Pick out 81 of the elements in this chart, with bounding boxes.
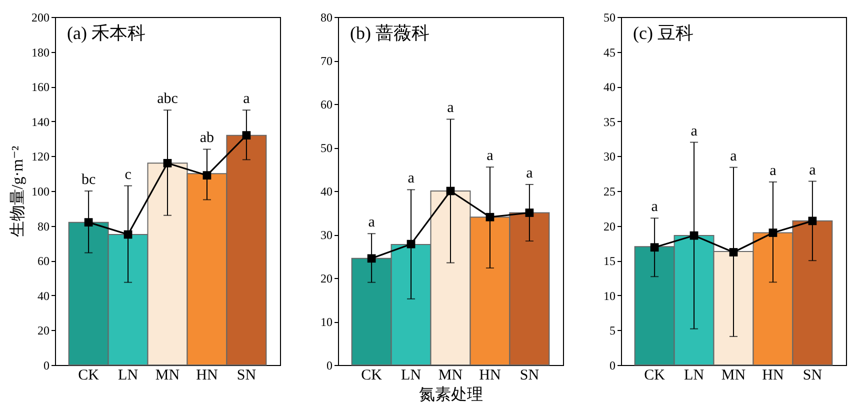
annotation: a: [243, 91, 250, 108]
y-tick-label: 160: [32, 80, 50, 94]
x-tick-label: SN: [802, 368, 822, 384]
y-tick-label: 20: [38, 324, 50, 338]
y-tick-label: 25: [604, 184, 616, 198]
y-tick-label: 80: [320, 10, 332, 24]
annotation: a: [690, 123, 698, 140]
x-tick-label: HN: [479, 368, 501, 384]
point: [446, 186, 455, 196]
y-tick-label: 15: [604, 254, 616, 268]
y-tick-label: 40: [320, 184, 332, 198]
y-tick-label: 40: [38, 288, 50, 303]
annotation: a: [809, 162, 816, 178]
x-tick-label: LN: [401, 368, 422, 384]
y-tick-label: 100: [32, 184, 50, 198]
annotation: a: [730, 148, 738, 164]
annotation: a: [447, 100, 454, 116]
point: [202, 171, 212, 180]
annotation: abc: [157, 91, 178, 108]
annotation: a: [408, 170, 415, 187]
y-tick-label: 10: [604, 288, 616, 303]
chart-title: (b) 蔷薇科: [350, 23, 430, 43]
y-tick-label: 180: [32, 45, 50, 60]
point: [650, 243, 659, 252]
y-tick-label: 0: [610, 358, 616, 372]
y-tick-label: 50: [320, 141, 332, 155]
point: [729, 248, 738, 256]
y-tick-label: 140: [32, 114, 50, 129]
y-axis-title: 生物量/g·m⁻²: [8, 146, 26, 238]
y-tick-label: 30: [604, 150, 616, 164]
annotation: a: [368, 214, 376, 231]
y-tick-label: 0: [44, 358, 50, 372]
x-tick-label: HN: [762, 368, 784, 384]
y-tick-label: 45: [604, 45, 616, 60]
point: [124, 230, 132, 239]
x-tick-label: MN: [438, 368, 463, 384]
x-tick-label: SN: [236, 368, 256, 384]
y-tick-label: 0: [326, 358, 332, 372]
y-tick-label: 40: [604, 80, 616, 94]
annotation: a: [526, 165, 534, 182]
y-tick-label: 120: [32, 150, 50, 164]
y-tick-label: 30: [320, 228, 332, 242]
annotation: bc: [81, 172, 96, 188]
y-tick-label: 60: [38, 254, 50, 268]
point: [690, 231, 698, 240]
y-tick-label: 35: [604, 114, 616, 129]
annotation: a: [486, 148, 494, 164]
x-tick-label: MN: [155, 368, 180, 384]
point: [406, 240, 416, 248]
point: [367, 254, 376, 263]
y-tick-label: 60: [320, 98, 332, 112]
annotation: c: [124, 166, 132, 183]
annotation: ab: [200, 130, 214, 146]
y-tick-label: 5: [610, 324, 616, 338]
y-tick-label: 70: [320, 54, 332, 68]
y-tick-label: 50: [604, 10, 616, 24]
x-tick-label: LN: [684, 368, 704, 384]
point: [242, 131, 251, 140]
y-tick-label: 20: [604, 219, 616, 234]
y-tick-label: 20: [320, 272, 332, 286]
point: [525, 208, 534, 217]
point: [84, 218, 93, 227]
y-tick-label: 200: [32, 10, 50, 24]
point: [163, 158, 172, 168]
annotation: a: [651, 199, 658, 216]
point: [808, 216, 817, 226]
y-tick-label: 80: [38, 219, 50, 234]
point: [486, 212, 494, 222]
annotation: a: [770, 162, 777, 179]
chart-title: (c) 豆科: [633, 23, 694, 43]
x-tick-label: SN: [520, 368, 540, 384]
x-tick-label: CK: [361, 368, 382, 384]
x-tick-label: CK: [644, 368, 666, 384]
x-tick-label: MN: [721, 368, 746, 384]
x-tick-label: HN: [196, 368, 218, 384]
point: [768, 228, 778, 237]
y-tick-label: 10: [320, 315, 332, 329]
chart-title: (a) 禾本科: [67, 23, 146, 43]
x-axis-title: 氮素处理: [419, 386, 483, 404]
x-tick-label: LN: [118, 368, 138, 384]
x-tick-label: CK: [78, 368, 100, 384]
